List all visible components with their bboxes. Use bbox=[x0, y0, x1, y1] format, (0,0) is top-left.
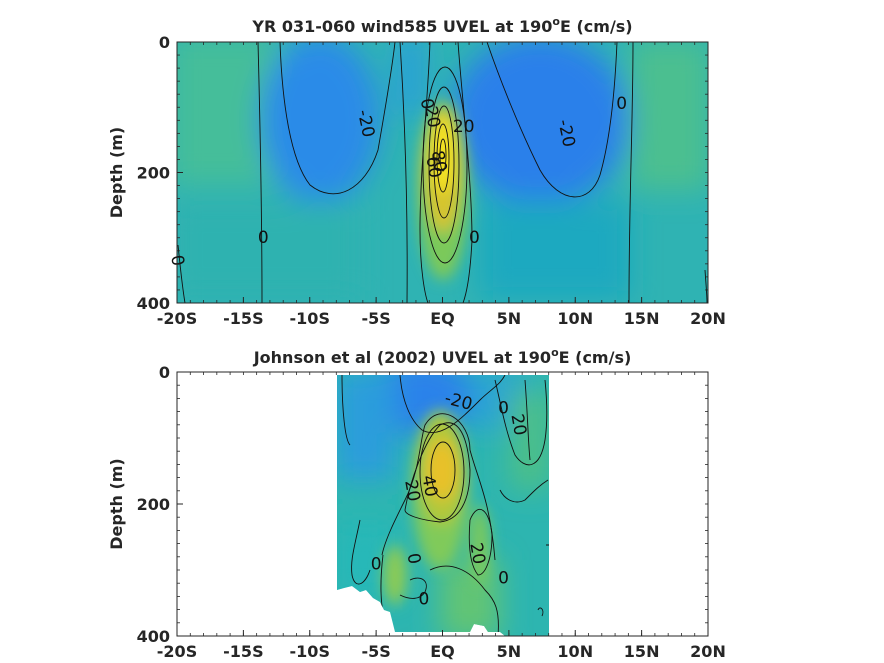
x-tick-label: 5N bbox=[497, 309, 522, 328]
contour-line bbox=[404, 422, 471, 523]
contour-line bbox=[537, 607, 544, 617]
contour-line bbox=[436, 123, 450, 193]
contour-label: 0 bbox=[258, 228, 269, 248]
panel-2-title: Johnson et al (2002) UVEL at 190oE (cm/s… bbox=[253, 346, 632, 367]
contour-label: 20 bbox=[506, 412, 529, 437]
y-tick-label: 400 bbox=[137, 294, 170, 313]
contour-label: 20 bbox=[400, 478, 423, 503]
contour-line bbox=[430, 441, 456, 499]
panel-2-ylabel: Depth (m) bbox=[107, 458, 126, 550]
contour-line bbox=[399, 42, 408, 303]
x-tick-label: -5S bbox=[361, 642, 390, 661]
y-tick-label: 0 bbox=[159, 363, 170, 382]
contour-line bbox=[257, 42, 263, 303]
contour-line bbox=[381, 413, 496, 561]
x-tick-label: EQ bbox=[430, 642, 455, 661]
contour-line bbox=[399, 375, 506, 434]
contour-label: 0 bbox=[498, 569, 509, 589]
contour-line bbox=[279, 42, 396, 195]
contour-line bbox=[439, 138, 447, 172]
contour-line bbox=[433, 105, 455, 219]
contour-label: 0 bbox=[419, 590, 430, 610]
contour-line bbox=[628, 42, 634, 303]
x-tick-label: 20N bbox=[690, 642, 726, 661]
contour-line bbox=[422, 66, 468, 264]
x-tick-label: -20S bbox=[157, 642, 197, 661]
x-tick-label: 20N bbox=[690, 309, 726, 328]
panel-1-contours bbox=[177, 42, 708, 303]
contour-line bbox=[399, 577, 427, 599]
panel-2-contours bbox=[341, 375, 549, 636]
contour-line bbox=[486, 42, 618, 198]
x-tick-label: -10S bbox=[290, 309, 330, 328]
x-tick-label: -15S bbox=[223, 642, 263, 661]
contour-line bbox=[428, 86, 460, 244]
contour-label: 60 bbox=[421, 155, 444, 180]
contour-label: 0 bbox=[469, 228, 480, 248]
x-tick-label: -5S bbox=[361, 309, 390, 328]
contour-line bbox=[468, 508, 493, 576]
x-tick-label: -20S bbox=[157, 309, 197, 328]
contour-line bbox=[177, 244, 186, 303]
contour-label: 20 bbox=[420, 105, 443, 130]
contour-line bbox=[494, 379, 548, 466]
panel-2-heatmap bbox=[337, 375, 549, 636]
contour-label: 20 bbox=[465, 541, 488, 566]
contour-label: 0 bbox=[371, 555, 382, 575]
contour-label: 80 bbox=[427, 149, 450, 174]
x-tick-label: -15S bbox=[223, 309, 263, 328]
y-tick-label: 200 bbox=[137, 164, 170, 183]
contour-line bbox=[524, 379, 531, 461]
contour-line bbox=[499, 479, 549, 503]
contour-line bbox=[341, 375, 351, 446]
panel-1-title: YR 031-060 wind585 UVEL at 190oE (cm/s) bbox=[251, 15, 632, 36]
contour-line bbox=[419, 423, 465, 521]
contour-label: 0 bbox=[416, 97, 438, 111]
x-tick-label: 15N bbox=[624, 309, 660, 328]
contour-line bbox=[351, 519, 371, 585]
x-tick-label: 10N bbox=[557, 309, 593, 328]
y-tick-label: 0 bbox=[159, 33, 170, 52]
x-tick-label: 5N bbox=[497, 642, 522, 661]
x-tick-label: -10S bbox=[290, 642, 330, 661]
contour-label: 0 bbox=[498, 398, 509, 418]
panel-1-heatmap bbox=[177, 42, 708, 303]
contour-line bbox=[429, 565, 499, 636]
panel-1-ylabel: Depth (m) bbox=[107, 127, 126, 219]
contour-label: 20 bbox=[453, 117, 475, 137]
contour-label: 0 bbox=[403, 552, 425, 566]
x-tick-label: EQ bbox=[430, 309, 455, 328]
x-tick-label: 10N bbox=[557, 642, 593, 661]
y-tick-label: 400 bbox=[137, 627, 170, 646]
x-tick-label: 15N bbox=[624, 642, 660, 661]
contour-line bbox=[419, 42, 473, 303]
y-tick-label: 200 bbox=[137, 495, 170, 514]
contour-label: 0 bbox=[616, 94, 627, 114]
contour-label: 40 bbox=[417, 474, 440, 499]
contour-line bbox=[704, 269, 708, 303]
